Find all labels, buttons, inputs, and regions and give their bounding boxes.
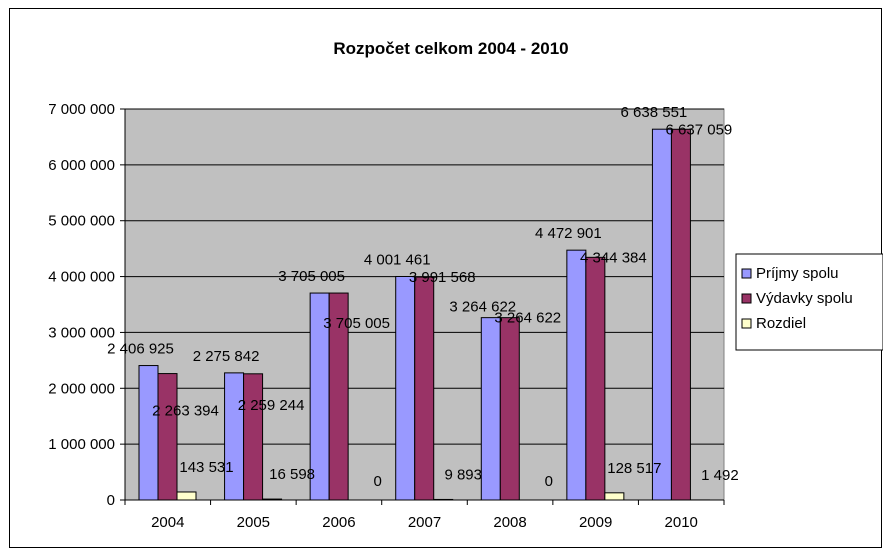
x-tick-label: 2005 [237,514,270,531]
data-label: 2 259 244 [238,397,305,414]
data-label: 16 598 [269,466,315,483]
x-axis: 2004 2005 2006 2007 2008 2009 2010 [124,109,725,531]
x-tick-label: 2006 [322,514,355,531]
bar-vydavky [585,256,606,501]
data-label: 6 638 551 [621,104,688,121]
y-tick-label: 3 000 000 [48,324,115,341]
data-label: 0 [545,473,553,490]
data-label: 3 991 568 [409,269,476,286]
x-tick-label: 2007 [408,514,441,531]
data-label: 3 264 622 [494,310,561,327]
bar-prijmy [566,249,587,501]
x-tick-label: 2004 [151,514,184,531]
y-tick-label: 2 000 000 [48,380,115,397]
data-label: 2 275 842 [193,348,260,365]
data-label: 3 705 005 [323,315,390,332]
y-tick-label: 1 000 000 [48,436,115,453]
bar-prijmy [395,275,416,501]
bar-chart: Rozpočet celkom 2004 - 2010 01 000 0002 … [48,39,883,531]
data-label: 3 264 622 [449,299,516,316]
bar-vydavky [670,128,691,501]
y-tick-label: 7 000 000 [48,101,115,118]
data-label: 3 705 005 [278,268,345,285]
bar-prijmy [651,128,672,501]
y-tick-label: 4 000 000 [48,269,115,286]
data-label: 2 263 394 [152,403,219,420]
bar-rozdiel [604,492,625,501]
data-label: 2 406 925 [107,341,174,358]
legend-swatch [741,293,752,304]
data-label: 0 [373,473,381,490]
data-label: 143 531 [179,459,233,476]
legend-label: Výdavky spolu [756,290,853,307]
x-tick-label: 2010 [665,514,698,531]
data-label: 4 472 901 [535,225,602,242]
bar-prijmy [224,372,245,501]
chart-title: Rozpočet celkom 2004 - 2010 [333,39,568,58]
bar-vydavky [243,373,264,501]
legend: Príjmy spolu Výdavky spolu Rozdiel [735,253,883,351]
bar-vydavky [499,317,520,501]
bar-vydavky [414,276,435,501]
legend-swatch [741,268,752,279]
y-tick-label: 6 000 000 [48,157,115,174]
bar-prijmy [138,365,159,501]
legend-swatch [741,318,752,329]
data-label: 1 492 [701,467,739,484]
x-tick-label: 2009 [579,514,612,531]
data-label: 6 637 059 [666,121,733,138]
legend-box [735,253,883,351]
data-label: 4 344 384 [580,249,647,266]
y-axis: 0 1 000 000 2 000 000 3 000 000 4 000 000 5 0… [48,101,125,509]
data-label: 128 517 [607,460,661,477]
legend-label: Príjmy spolu [756,265,839,282]
legend-label: Rozdiel [756,315,806,332]
x-tick-label: 2008 [493,514,526,531]
data-labels: 2 406 925 2 275 842 3 705 005 4 001 461 3 26… [107,104,739,490]
bar-vydavky [157,373,178,501]
data-label: 9 893 [444,466,482,483]
data-label: 4 001 461 [364,251,431,268]
bar-prijmy [480,317,501,501]
y-tick-label: 5 000 000 [48,213,115,230]
bar-rozdiel [176,491,197,501]
y-tick-label: 0 [107,492,115,509]
bars [138,128,710,501]
